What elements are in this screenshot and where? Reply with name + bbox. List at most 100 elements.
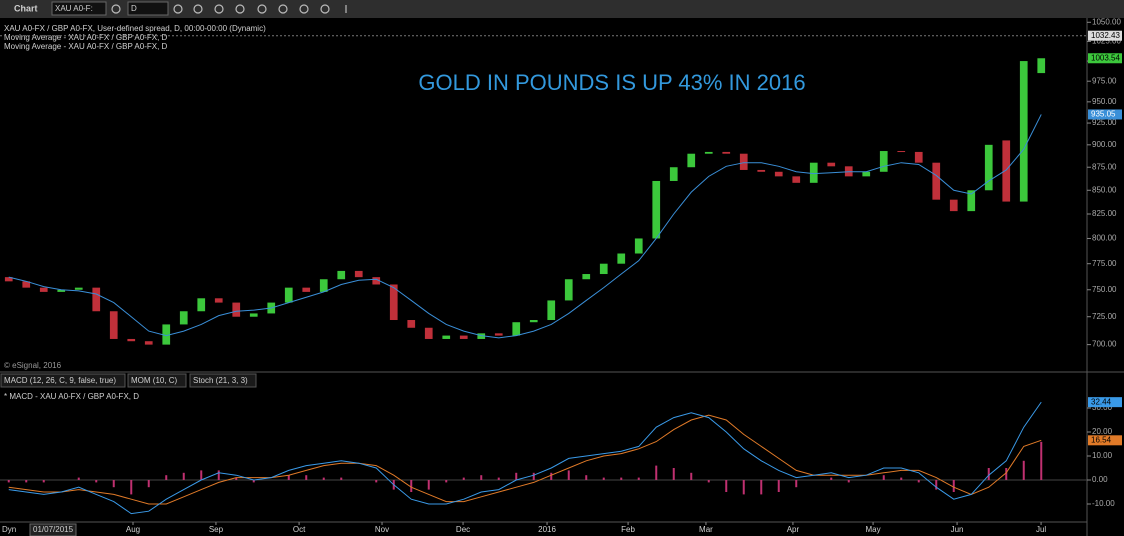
y-tick-label: 875.00: [1092, 162, 1117, 171]
icon[interactable]: [257, 4, 267, 14]
candle: [722, 151, 731, 154]
y-tick-label: 0.00: [1092, 475, 1108, 484]
histogram-bar: [900, 477, 903, 480]
candle: [599, 263, 608, 275]
icon[interactable]: [214, 4, 224, 14]
histogram-bar: [795, 480, 798, 488]
candle: [442, 335, 451, 339]
x-tick-label: Jun: [951, 525, 964, 534]
histogram-bar: [1022, 460, 1025, 480]
histogram-bar: [252, 480, 255, 483]
x-tick-label: Oct: [293, 525, 306, 534]
icon[interactable]: [235, 4, 245, 14]
y-tick-label: 975.00: [1092, 76, 1117, 85]
tab[interactable]: [0, 373, 126, 388]
candle: [74, 287, 83, 290]
y-tick-label: 30.00: [1092, 403, 1113, 412]
histogram-bar: [585, 475, 588, 480]
y-tick-label: 850.00: [1092, 185, 1117, 194]
legend-entry: Moving Average - XAU A0-FX / GBP A0-FX, …: [4, 42, 168, 51]
histogram-bar: [777, 480, 780, 492]
histogram-bar: [287, 475, 290, 480]
histogram-bar: [25, 480, 28, 483]
histogram-bar: [95, 480, 98, 483]
histogram-bar: [550, 472, 553, 480]
high-label: 1032.43: [1091, 31, 1120, 40]
legend-entry: XAU A0-FX / GBP A0-FX, User-defined spre…: [4, 24, 266, 33]
histogram-bar: [655, 465, 658, 480]
icon[interactable]: [278, 4, 288, 14]
symbol[interactable]: XAU A0-F:: [55, 4, 93, 13]
legend-entry: * MACD - XAU A0-FX / GBP A0-FX, D: [4, 392, 139, 401]
x-tick-label: May: [866, 525, 881, 534]
histogram-bar: [410, 480, 413, 492]
candle: [162, 324, 171, 345]
histogram-bar: [515, 472, 518, 480]
legend-entry: Moving Average - XAU A0-FX / GBP A0-FX, …: [4, 33, 168, 42]
icon[interactable]: [193, 4, 203, 14]
interval[interactable]: D: [131, 4, 137, 13]
signal-line: [8, 414, 1042, 505]
candle: [774, 171, 783, 177]
histogram-bar: [130, 480, 133, 495]
candle: [39, 287, 48, 292]
histogram-bar: [7, 480, 10, 483]
x-tick-label: Sep: [209, 525, 224, 534]
histogram-bar: [375, 480, 378, 483]
histogram-bar: [235, 477, 238, 480]
histogram-bar: [480, 475, 483, 480]
icon[interactable]: [111, 4, 121, 14]
x-tick-label: Jul: [1036, 525, 1046, 534]
candle: [4, 277, 13, 282]
candle: [827, 162, 836, 167]
histogram-bar: [322, 477, 325, 480]
candle: [757, 169, 766, 172]
histogram-bar: [340, 477, 343, 480]
candle: [92, 287, 101, 312]
candle: [687, 153, 696, 168]
candle: [932, 162, 941, 200]
candle: [197, 298, 206, 312]
candle: [179, 311, 188, 325]
tab[interactable]: [127, 373, 187, 388]
icon[interactable]: [320, 4, 330, 14]
candle: [494, 333, 503, 336]
candle: [512, 322, 521, 336]
close-last: 1003.54: [1091, 53, 1120, 62]
histogram-bar: [760, 480, 763, 495]
candle: [214, 298, 223, 303]
tab-label[interactable]: MOM (10, C): [131, 376, 178, 385]
histogram-bar: [532, 472, 535, 480]
ma-last-box: [1088, 109, 1122, 120]
y-tick-label: 10.00: [1092, 451, 1113, 460]
icon[interactable]: [299, 4, 309, 14]
candle: [144, 341, 153, 345]
macd-line: [8, 401, 1042, 515]
candle: [967, 190, 976, 212]
candle: [424, 327, 433, 339]
tab[interactable]: [189, 373, 257, 388]
icon[interactable]: [173, 4, 183, 14]
macd-last-box: [1088, 397, 1122, 408]
tab-label[interactable]: Stoch (21, 3, 3): [193, 376, 248, 385]
y-tick-label: 20.00: [1092, 427, 1113, 436]
ma-last: 935.05: [1091, 110, 1116, 119]
candle: [127, 338, 136, 342]
candle: [109, 311, 118, 339]
candle: [547, 300, 556, 321]
symbol-box[interactable]: [51, 1, 107, 16]
histogram-bar: [445, 480, 448, 483]
histogram-bar: [165, 475, 168, 480]
histogram-bar: [830, 477, 833, 480]
histogram-bar: [707, 480, 710, 483]
candle: [914, 151, 923, 163]
histogram-bar: [952, 480, 955, 492]
candle: [57, 289, 66, 292]
y-tick-label: 775.00: [1092, 259, 1117, 268]
candle: [897, 151, 906, 153]
y-tick-label: 825.00: [1092, 209, 1117, 218]
interval-box[interactable]: [127, 1, 169, 16]
tab-label[interactable]: MACD (12, 26, C, 9, false, true): [4, 376, 116, 385]
histogram-bar: [427, 480, 430, 490]
histogram-bar: [497, 477, 500, 480]
